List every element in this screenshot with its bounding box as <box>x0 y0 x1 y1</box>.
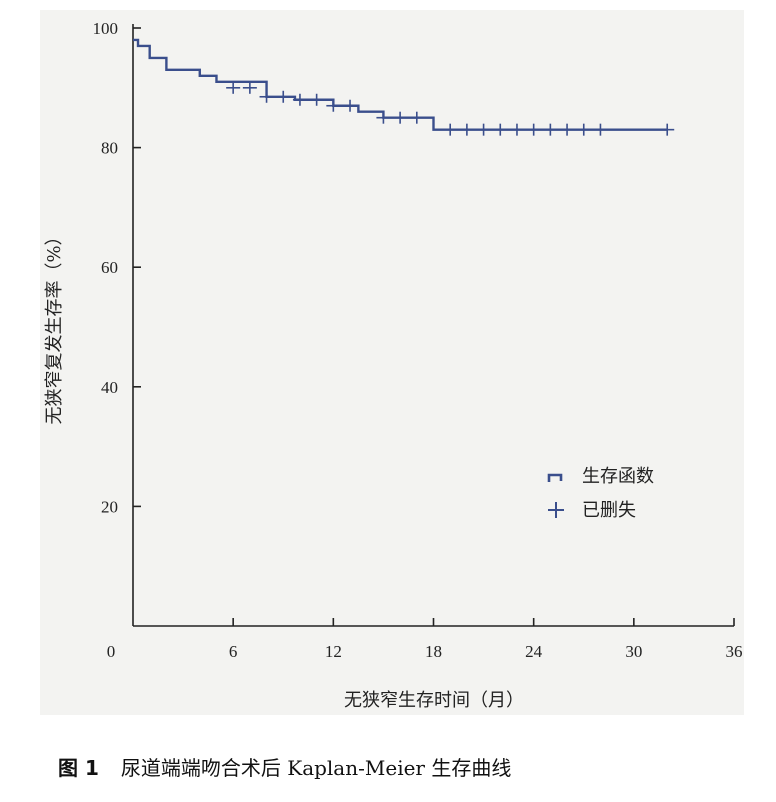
censor-mark <box>526 123 541 136</box>
x-tick-label: 6 <box>229 642 238 661</box>
censor-mark <box>576 123 591 136</box>
x-tick-label: 18 <box>425 642 442 661</box>
y-tick-label: 20 <box>101 497 118 516</box>
censor-mark <box>493 123 508 136</box>
censor-mark <box>376 111 391 124</box>
x-tick-label: 0 <box>107 642 116 661</box>
y-axis-title: 无狭窄复发生存率（%） <box>44 227 65 424</box>
censor-mark <box>543 123 558 136</box>
legend: 生存函数 已删失 <box>547 466 654 521</box>
legend-censored-label: 已删失 <box>582 500 636 521</box>
censor-mark <box>259 90 274 103</box>
censor-mark <box>560 123 575 136</box>
y-tick-label: 60 <box>101 258 118 277</box>
censor-mark <box>343 99 358 112</box>
censor-mark <box>476 123 491 136</box>
censor-mark <box>409 111 424 124</box>
legend-survival-label: 生存函数 <box>582 466 654 487</box>
censor-mark <box>276 90 291 103</box>
censor-mark <box>326 99 341 112</box>
censor-mark <box>509 123 524 136</box>
x-tick-label: 36 <box>726 642 743 661</box>
censor-mark <box>393 111 408 124</box>
axes <box>132 24 734 627</box>
y-tick-label: 100 <box>93 19 119 38</box>
legend-censored-swatch <box>548 502 564 518</box>
censor-mark <box>443 123 458 136</box>
figure-title: 尿道端端吻合术后 Kaplan-Meier 生存曲线 <box>120 756 512 780</box>
censor-mark <box>593 123 608 136</box>
censor-mark <box>292 93 307 106</box>
x-axis-title: 无狭窄生存时间（月） <box>344 690 524 711</box>
x-tick-label: 24 <box>525 642 543 661</box>
censor-mark <box>459 123 474 136</box>
censor-marks <box>226 81 675 136</box>
figure-caption: 图 1 尿道端端吻合术后 Kaplan-Meier 生存曲线 <box>58 752 511 781</box>
chart-panel <box>40 10 744 715</box>
x-tick-label: 12 <box>325 642 342 661</box>
legend-survival-swatch <box>547 473 563 482</box>
y-tick-label: 40 <box>101 378 118 397</box>
censor-mark <box>660 123 675 136</box>
censor-mark <box>309 93 324 106</box>
figure-label: 图 1 <box>58 756 99 780</box>
survival-chart: 0 6 12 18 24 30 36 20 40 60 80 100 无狭窄生存时间（月） 无狭窄复发… <box>44 19 743 711</box>
x-tick-label: 30 <box>625 642 642 661</box>
y-tick-label: 80 <box>101 139 118 158</box>
axis-ticks: 0 6 12 18 24 30 36 20 40 60 80 100 <box>93 19 743 661</box>
censor-mark <box>242 81 257 94</box>
censor-mark <box>226 81 241 94</box>
